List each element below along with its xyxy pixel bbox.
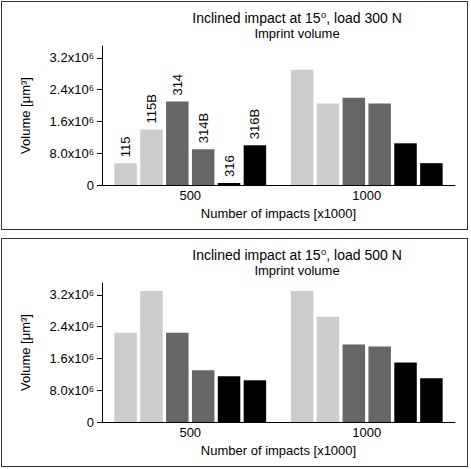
svg-text:3.2x10⁶: 3.2x10⁶ xyxy=(50,50,94,65)
svg-text:500: 500 xyxy=(179,188,201,203)
svg-text:115B: 115B xyxy=(144,94,159,123)
svg-text:314B: 314B xyxy=(196,113,211,143)
svg-text:Imprint volume: Imprint volume xyxy=(254,263,339,278)
svg-text:3.2x10⁶: 3.2x10⁶ xyxy=(50,287,94,302)
svg-text:115: 115 xyxy=(118,136,133,157)
svg-text:1000: 1000 xyxy=(352,188,381,203)
svg-text:8.0x10⁶: 8.0x10⁶ xyxy=(50,146,94,161)
svg-text:500: 500 xyxy=(179,425,201,440)
svg-text:1.6x10⁶: 1.6x10⁶ xyxy=(50,114,94,129)
svg-text:Inclined impact at 15⁰, load 3: Inclined impact at 15⁰, load 300 N xyxy=(192,10,402,26)
svg-text:1000: 1000 xyxy=(352,425,381,440)
svg-text:Imprint volume: Imprint volume xyxy=(254,26,339,41)
svg-text:1.6x10⁶: 1.6x10⁶ xyxy=(50,351,94,366)
svg-text:0: 0 xyxy=(87,178,94,193)
svg-text:Number of impacts [x1000]: Number of impacts [x1000] xyxy=(201,206,356,221)
svg-text:314: 314 xyxy=(170,74,185,96)
svg-text:Inclined impact at 15⁰, load 5: Inclined impact at 15⁰, load 500 N xyxy=(192,247,402,263)
svg-text:0: 0 xyxy=(87,415,94,430)
svg-text:Volume [μm³]: Volume [μm³] xyxy=(18,314,33,391)
svg-text:Volume [μm³]: Volume [μm³] xyxy=(18,77,33,154)
svg-text:Number of impacts [x1000]: Number of impacts [x1000] xyxy=(201,443,356,458)
svg-text:8.0x10⁶: 8.0x10⁶ xyxy=(50,383,94,398)
svg-text:316B: 316B xyxy=(247,109,262,139)
svg-text:2.4x10⁶: 2.4x10⁶ xyxy=(50,82,94,97)
svg-text:316: 316 xyxy=(222,155,237,177)
svg-text:2.4x10⁶: 2.4x10⁶ xyxy=(50,319,94,334)
